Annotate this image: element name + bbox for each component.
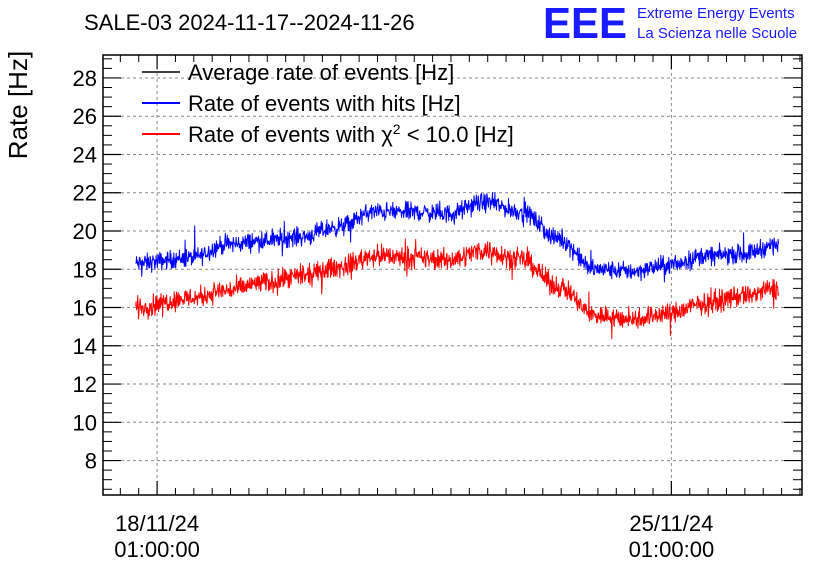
legend-label-1: Rate of events with hits [Hz] [188, 91, 461, 116]
logo-line1: Extreme Energy Events [637, 5, 795, 22]
plot-frame [102, 54, 803, 496]
axes: 81012141618202224262818/11/2401:00:0025/… [73, 55, 802, 562]
series-line-1 [135, 192, 779, 283]
y-tick-label: 10 [73, 410, 97, 435]
legend-label-2: Rate of events with χ2 < 10.0 [Hz] [188, 121, 514, 147]
series-line-2 [135, 238, 779, 340]
y-tick-label: 24 [73, 142, 97, 167]
series-lines [135, 192, 779, 340]
y-tick-label: 12 [73, 372, 97, 397]
y-tick-label: 8 [85, 449, 97, 474]
y-tick-label: 16 [73, 296, 97, 321]
legend-label-0: Average rate of events [Hz] [188, 60, 454, 85]
legend: Average rate of events [Hz] Rate of event… [142, 60, 514, 147]
y-tick-label: 26 [73, 104, 97, 129]
x-tick-label-time: 01:00:00 [114, 537, 200, 562]
y-axis-title: Rate [Hz] [3, 51, 33, 159]
y-tick-label: 22 [73, 181, 97, 206]
logo-line2: La Scienza nelle Scuole [637, 25, 797, 42]
x-tick-label-date: 25/11/24 [629, 511, 713, 536]
y-tick-label: 18 [73, 257, 97, 282]
logo-eee-text: EEE [543, 0, 627, 48]
eee-logo: EEE Extreme Energy Events La Scienza nel… [543, 0, 797, 48]
x-tick-label-time: 01:00:00 [629, 537, 715, 562]
y-tick-label: 28 [73, 66, 97, 91]
y-tick-label: 14 [73, 334, 97, 359]
y-tick-label: 20 [73, 219, 97, 244]
x-tick-label-date: 18/11/24 [115, 511, 199, 536]
chart-title: SALE-03 2024-11-17--2024-11-26 [84, 10, 415, 35]
